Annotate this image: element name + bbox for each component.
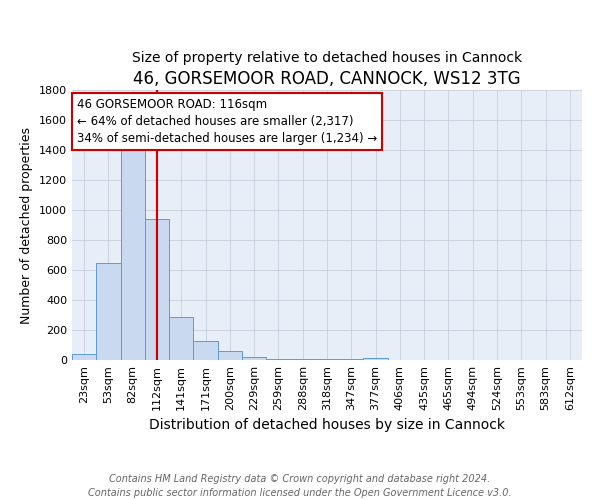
Bar xyxy=(169,316,193,360)
Bar xyxy=(145,219,169,360)
Bar xyxy=(315,359,339,360)
Bar xyxy=(266,358,290,360)
Bar xyxy=(193,340,218,360)
Bar xyxy=(96,262,121,360)
Bar xyxy=(121,138,145,360)
Title: 46, GORSEMOOR ROAD, CANNOCK, WS12 3TG: 46, GORSEMOOR ROAD, CANNOCK, WS12 3TG xyxy=(133,70,521,88)
Bar xyxy=(339,359,364,360)
Bar xyxy=(290,359,315,360)
Bar xyxy=(364,358,388,360)
Bar xyxy=(218,351,242,360)
X-axis label: Distribution of detached houses by size in Cannock: Distribution of detached houses by size … xyxy=(149,418,505,432)
Text: Contains HM Land Registry data © Crown copyright and database right 2024.
Contai: Contains HM Land Registry data © Crown c… xyxy=(88,474,512,498)
Text: Size of property relative to detached houses in Cannock: Size of property relative to detached ho… xyxy=(132,51,522,65)
Bar xyxy=(72,354,96,360)
Text: 46 GORSEMOOR ROAD: 116sqm
← 64% of detached houses are smaller (2,317)
34% of se: 46 GORSEMOOR ROAD: 116sqm ← 64% of detac… xyxy=(77,98,377,145)
Y-axis label: Number of detached properties: Number of detached properties xyxy=(20,126,34,324)
Bar xyxy=(242,357,266,360)
